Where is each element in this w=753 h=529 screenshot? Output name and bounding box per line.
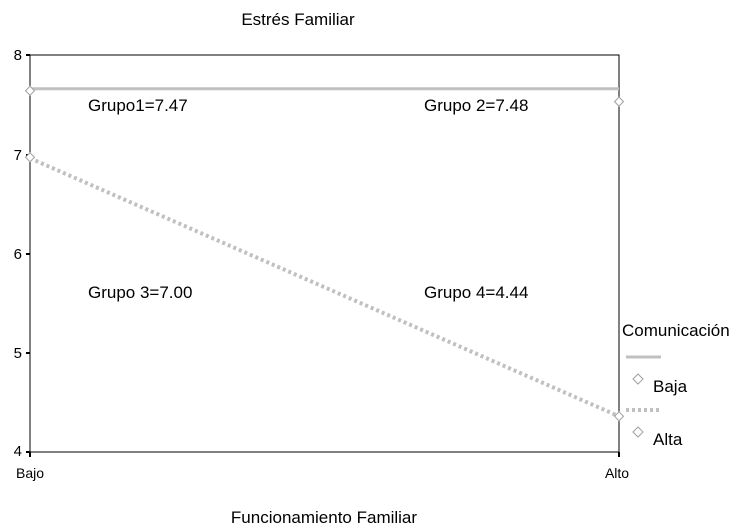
annotation-grupo-3: Grupo 3=7.00 — [88, 283, 192, 302]
series-line-alta — [29, 156, 620, 419]
legend-marker-alta — [632, 426, 644, 438]
series-layer — [24, 85, 625, 422]
annotation-grupo-1: Grupo1=7.47 — [88, 96, 188, 115]
x-axis: Bajo Alto Funcionamiento Familiar — [16, 452, 629, 527]
y-tick-label: 4 — [14, 443, 22, 460]
legend-marker-baja — [632, 373, 644, 385]
legend-label-baja: Baja — [653, 377, 688, 396]
y-tick-label: 6 — [14, 246, 22, 263]
y-axis: 4 5 6 7 8 — [14, 47, 30, 460]
chart-title: Estrés Familiar — [241, 10, 355, 29]
data-point-alta-alto — [613, 411, 625, 422]
x-tick-label-alto: Alto — [605, 465, 629, 481]
y-tick-label: 8 — [14, 47, 22, 64]
legend-label-alta: Alta — [653, 430, 683, 449]
data-point-alta-bajo — [24, 152, 36, 163]
legend: Comunicación Baja Alta — [622, 321, 730, 449]
y-tick-label: 7 — [14, 147, 22, 164]
data-point-baja-alto — [613, 96, 625, 107]
annotation-grupo-2: Grupo 2=7.48 — [424, 96, 528, 115]
legend-title: Comunicación — [622, 321, 730, 340]
data-point-baja-bajo — [24, 85, 36, 96]
y-tick-label: 5 — [14, 345, 22, 362]
x-tick-label-bajo: Bajo — [16, 465, 44, 481]
annotation-grupo-4: Grupo 4=4.44 — [424, 283, 528, 302]
x-axis-label: Funcionamiento Familiar — [231, 508, 417, 527]
